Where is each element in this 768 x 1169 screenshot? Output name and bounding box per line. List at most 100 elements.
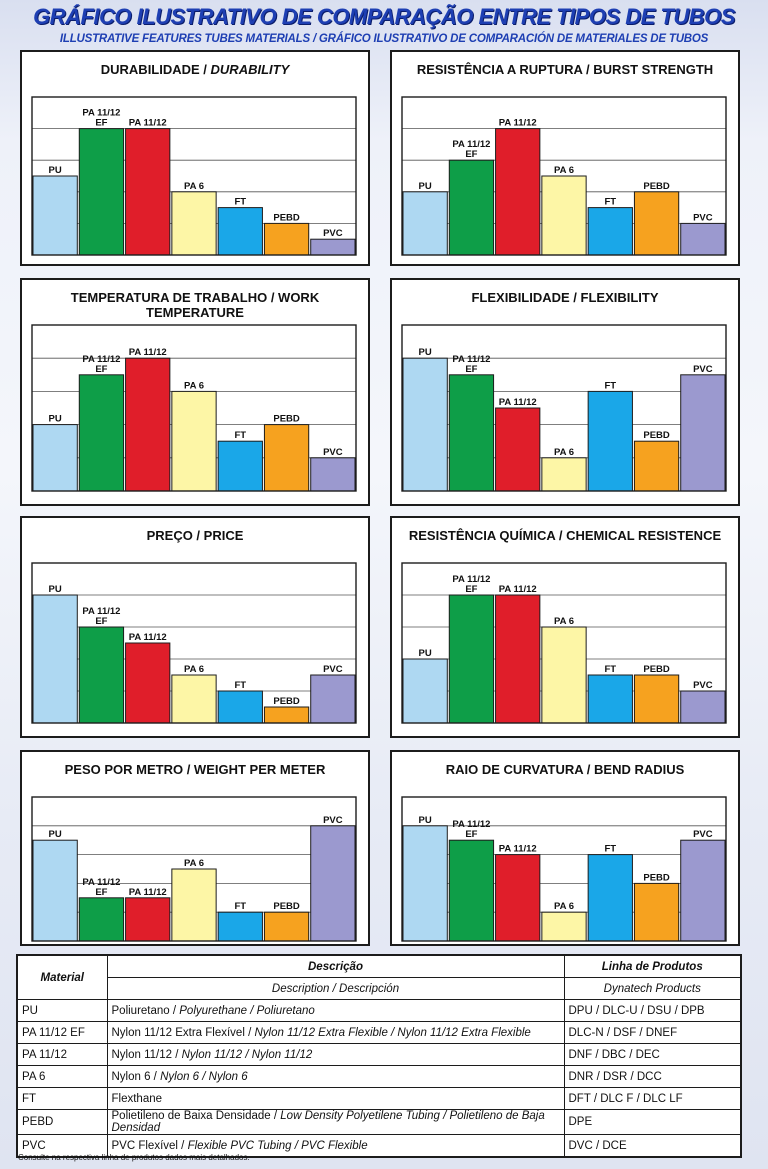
bar-pa-6 [171, 191, 217, 256]
table-row: PU Poliuretano / Polyurethane / Poliureta… [16, 999, 742, 1022]
description-en-es: Flexible PVC Tubing / PVC Flexible [187, 1139, 368, 1152]
chart-title: FLEXIBILIDADE / FLEXIBILITY [392, 290, 738, 305]
bar-label: PEBD [643, 664, 670, 675]
bar-pebd [633, 440, 680, 492]
bar-pa-11-12 [125, 128, 171, 256]
bar-label: PA 11/12 [82, 354, 120, 365]
chart-title: DURABILIDADE / DURABILITY [22, 62, 368, 77]
chart-title-text: PESO POR METRO / WEIGHT PER METER [64, 762, 326, 777]
bar-label: PU [49, 584, 62, 595]
bar-label: PU [49, 414, 62, 425]
description-en-es: Low Density Polyetilene Tubing / Polieti… [111, 1110, 545, 1134]
chart-panel: RESISTÊNCIA A RUPTURA / BURST STRENGTH PU… [390, 50, 740, 266]
bar-label: PA 11/12 [82, 877, 120, 888]
bar-pa-11-12-ef [78, 128, 125, 256]
chart-title: PREÇO / PRICE [22, 528, 368, 543]
bar-pvc [310, 238, 356, 256]
bar-label: EF [95, 364, 107, 375]
bar-ft [587, 674, 633, 724]
description-pt: PVC Flexível / [111, 1139, 188, 1152]
material-cell: PA 11/12 EF [16, 1021, 108, 1044]
chart-title-italic: DURABILITY [210, 62, 290, 77]
description-cell: Polietileno de Baixa Densidade / Low Den… [106, 1109, 565, 1135]
chart-title: PESO POR METRO / WEIGHT PER METER [22, 762, 368, 777]
bar-ft [217, 911, 263, 942]
chart-title-text: RAIO DE CURVATURA / BEND RADIUS [445, 762, 685, 777]
bar-pa-6 [171, 674, 217, 724]
bar-pebd [263, 222, 310, 256]
materials-table: Material Descrição Linha de Produtos Des… [16, 954, 742, 1158]
bar-label: PA 11/12 [129, 887, 167, 898]
bar-pvc [680, 839, 726, 942]
table-body: PU Poliuretano / Polyurethane / Poliureta… [16, 999, 742, 1158]
plot-frame [401, 324, 727, 492]
bar-ft [217, 690, 263, 724]
bar-label: PA 11/12 [129, 632, 167, 643]
product-line-cell: DNR / DSR / DCC [563, 1065, 742, 1088]
bar-label: PEBD [643, 872, 670, 883]
bar-ft [217, 207, 263, 256]
bar-ft [587, 207, 633, 256]
chart-title: RESISTÊNCIA QUÍMICA / CHEMICAL RESISTENC… [392, 528, 738, 543]
bar-label: PA 11/12 [82, 108, 120, 119]
bar-pa-6 [541, 175, 587, 256]
chart-panel: TEMPERATURA DE TRABALHO / WORK TEMPERATU… [20, 278, 370, 506]
product-line-cell: DPE [563, 1109, 742, 1135]
description-cell: Poliuretano / Polyurethane / Poliuretano [106, 999, 565, 1022]
bar-label: EF [465, 364, 477, 375]
bar-pa-11-12 [495, 594, 541, 724]
bar-label: PVC [693, 212, 713, 223]
bar-label: PVC [323, 664, 343, 675]
bar-pa-6 [541, 911, 587, 942]
description-en-es: Nylon 6 / Nylon 6 [160, 1070, 248, 1083]
table-row: PA 6 Nylon 6 / Nylon 6 / Nylon 6 DNR / DSR… [16, 1065, 742, 1088]
bar-pebd [633, 674, 680, 724]
subheader-linha: Dynatech Products [563, 977, 742, 1000]
bar-pvc [680, 374, 726, 492]
bar-label: PVC [693, 829, 713, 840]
chart-panel: PESO POR METRO / WEIGHT PER METER PU PA 11… [20, 750, 370, 946]
table-row: PVC PVC Flexível / Flexible PVC Tubing / … [16, 1134, 742, 1158]
description-en-es: Nylon 11/12 Extra Flexible / Nylon 11/12… [254, 1026, 531, 1039]
description-pt: Flexthane [111, 1092, 163, 1105]
bar-pa-11-12 [495, 854, 541, 942]
bar-pa-6 [541, 457, 587, 492]
bar-pu [402, 191, 448, 256]
bar-ft [217, 440, 263, 492]
bar-pa-11-12 [495, 407, 541, 492]
bar-label: PA 11/12 [499, 118, 537, 129]
bar-label: PEBD [643, 430, 670, 441]
bar-label: PA 11/12 [129, 347, 167, 358]
plot-frame [401, 796, 727, 942]
bar-label: PU [419, 648, 432, 659]
plot-frame [31, 324, 357, 492]
bar-label: FT [234, 680, 246, 691]
bar-ft [587, 390, 633, 492]
table-subheader-row: Description / Descripción Dynatech Produ… [17, 977, 742, 1000]
bar-pa-11-12-ef [78, 374, 125, 492]
bar-label: FT [604, 844, 616, 855]
bar-pvc [310, 825, 356, 942]
bar-label: PU [419, 347, 432, 358]
bar-label: PA 6 [554, 616, 574, 627]
page-subtitle: ILLUSTRATIVE FEATURES TUBES MATERIALS / … [59, 33, 709, 45]
bar-pebd [633, 191, 680, 256]
bar-label: EF [95, 118, 107, 129]
chart-title-text: RESISTÊNCIA QUÍMICA / CHEMICAL RESISTENC… [408, 528, 722, 543]
material-cell: PA 6 [16, 1065, 108, 1088]
bar-label: PA 11/12 [452, 354, 490, 365]
description-cell: Nylon 6 / Nylon 6 / Nylon 6 [106, 1065, 565, 1088]
bar-pu [402, 658, 448, 724]
bar-label: EF [465, 829, 477, 840]
bar-label: PVC [693, 364, 713, 375]
bar-pebd [263, 911, 310, 942]
bar-label: PEBD [273, 212, 300, 223]
bar-pa-6 [541, 626, 587, 724]
description-cell: Flexthane [106, 1087, 565, 1110]
table-row: PEBD Polietileno de Baixa Densidade / Low… [16, 1109, 742, 1135]
bar-label: FT [234, 197, 246, 208]
bar-label: PA 6 [184, 858, 204, 869]
